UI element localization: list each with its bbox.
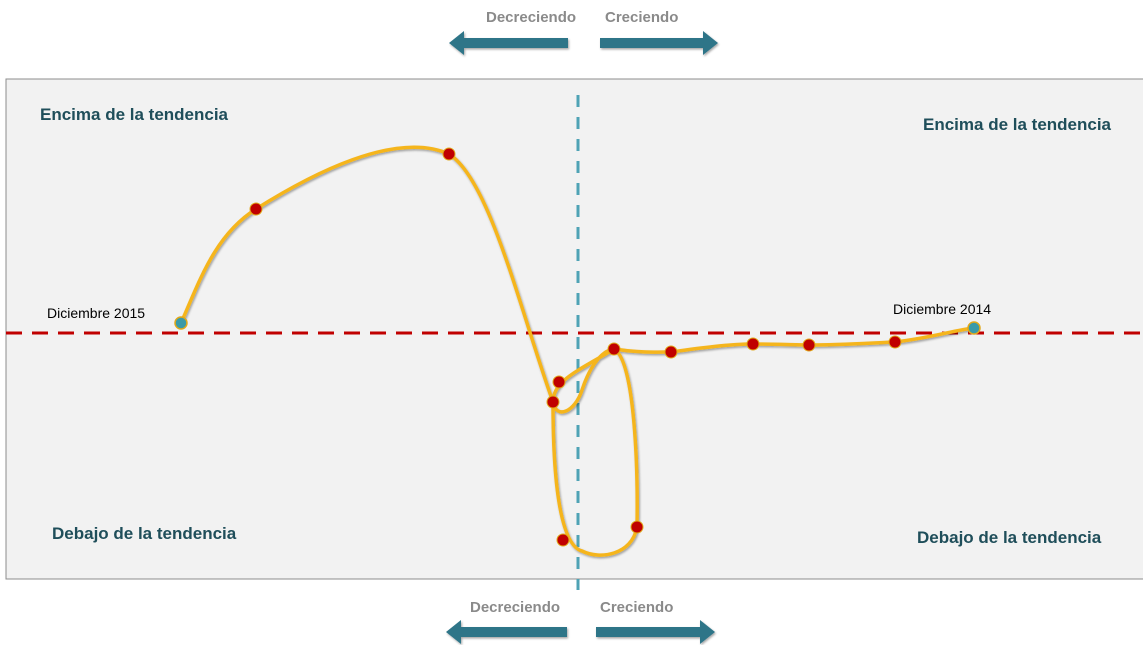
- top-increasing-label: Creciendo: [605, 9, 679, 26]
- data-point: [442, 147, 456, 161]
- data-point: [249, 202, 263, 216]
- arrow-right-bottom: [596, 620, 715, 644]
- data-point: [888, 335, 902, 349]
- data-points: [174, 147, 981, 547]
- data-point: [546, 395, 560, 409]
- bottom-decreasing-label: Decreciendo: [470, 599, 561, 616]
- top-decreasing-label: Decreciendo: [486, 9, 577, 26]
- endpoint-end: [967, 321, 981, 335]
- data-point: [630, 520, 644, 534]
- data-point: [556, 533, 570, 547]
- start-date-label: Diciembre 2015: [47, 305, 146, 321]
- end-date-label: Diciembre 2014: [893, 301, 992, 317]
- arrow-right-top: [600, 31, 718, 55]
- quadrant-top-left-label: Encima de la tendencia: [40, 105, 229, 124]
- quadrant-top-right-label: Encima de la tendencia: [923, 115, 1112, 134]
- chart-panel: [5, 78, 1143, 580]
- data-point: [552, 375, 566, 389]
- data-point: [607, 342, 621, 356]
- arrow-left-bottom: [446, 620, 567, 644]
- quadrant-bottom-right-label: Debajo de la tendencia: [917, 528, 1102, 547]
- quadrant-bottom-left-label: Debajo de la tendencia: [52, 524, 237, 543]
- data-point: [746, 337, 760, 351]
- bottom-increasing-label: Creciendo: [600, 599, 674, 616]
- data-point: [802, 338, 816, 352]
- endpoint-start: [174, 316, 188, 330]
- data-point: [664, 345, 678, 359]
- arrow-left-top: [449, 31, 568, 55]
